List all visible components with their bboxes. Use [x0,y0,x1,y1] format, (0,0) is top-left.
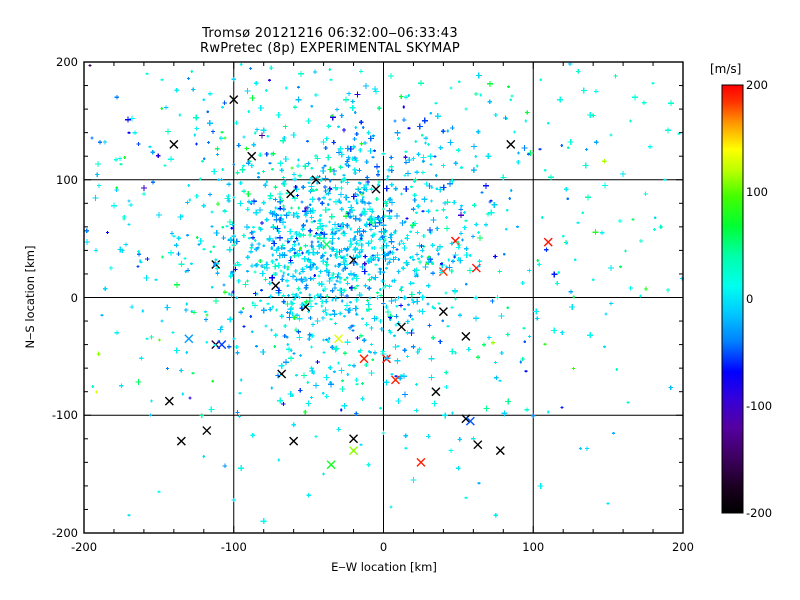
colorbar-tick-label: -200 [746,506,773,520]
axis-ticks [83,61,684,534]
colorbar-tick-label: 100 [746,185,768,199]
plot-title: Tromsø 20121216 06:32:00‒06:33:43 RwPret… [0,26,660,56]
x-tick-label: -200 [70,540,98,554]
y-axis-label: N‒S location [km] [23,245,37,349]
y-tick-label: 200 [56,55,78,69]
y-tick-label: 0 [70,290,78,305]
y-tick-label: 100 [56,172,78,187]
x-tick-label: 0 [379,540,388,554]
x-tick-label: 100 [522,540,545,554]
colorbar-tick-label: 200 [746,78,768,92]
x-tick-label: -100 [220,540,247,554]
x-axis-label: E‒W location [km] [331,560,437,574]
colorbar-tick-label: 0 [746,292,754,306]
colorbar-unit-label: [m/s] [710,62,742,76]
gridlines [84,62,683,533]
x-tick-label: 200 [672,540,694,554]
title-line-1: Tromsø 20121216 06:32:00‒06:33:43 [202,26,458,41]
y-tick-label: -100 [51,408,78,423]
colorbar-tick-label: -100 [746,399,773,413]
data-points-layer [83,61,685,525]
title-line-2: RwPretec (8p) EXPERIMENTAL SKYMAP [199,41,460,56]
colorbar [721,84,744,514]
y-tick-label: -200 [51,526,78,540]
